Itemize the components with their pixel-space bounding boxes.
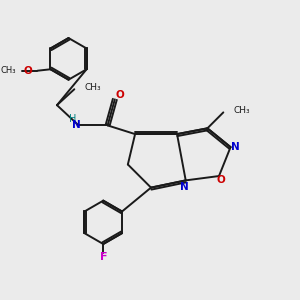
Text: H: H <box>69 114 76 124</box>
Text: F: F <box>100 252 107 262</box>
Text: N: N <box>72 120 81 130</box>
Text: CH₃: CH₃ <box>233 106 250 116</box>
Text: N: N <box>231 142 240 152</box>
Text: O: O <box>24 66 33 76</box>
Text: N: N <box>180 182 189 192</box>
Text: O: O <box>216 175 225 185</box>
Text: CH₃: CH₃ <box>85 83 101 92</box>
Text: O: O <box>116 90 124 100</box>
Text: CH₃: CH₃ <box>0 66 16 75</box>
